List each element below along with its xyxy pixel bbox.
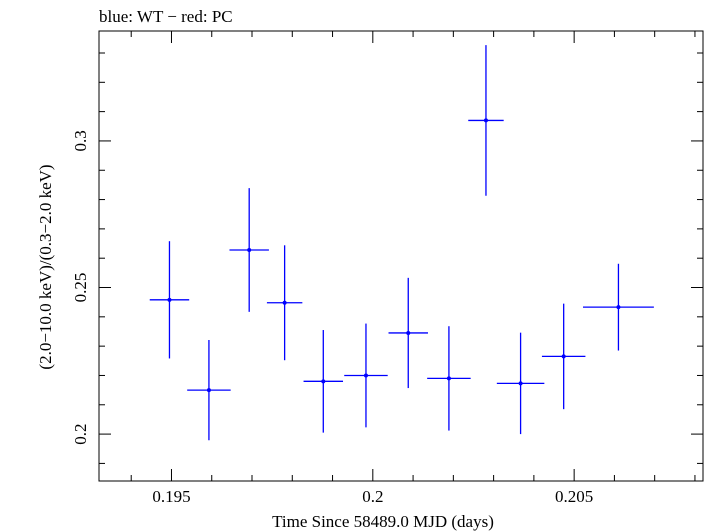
data-point: [229, 188, 269, 312]
y-tick-label: 0.3: [71, 130, 90, 151]
point-marker: [363, 373, 368, 378]
data-point: [149, 241, 190, 359]
point-marker: [167, 297, 172, 302]
data-point: [187, 339, 231, 441]
data-point: [266, 245, 303, 361]
y-axis-label: (2.0−10.0 keV)/(0.3−2.0 keV): [36, 164, 55, 369]
x-tick-label: 0.195: [152, 487, 190, 506]
data-point: [344, 323, 388, 428]
data-point: [468, 45, 504, 196]
point-marker: [561, 354, 566, 359]
point-marker: [446, 376, 451, 381]
plot-border: [98, 30, 704, 482]
point-marker: [247, 247, 252, 252]
x-tick-label: 0.205: [555, 487, 593, 506]
point-marker: [518, 381, 523, 386]
point-marker: [406, 330, 411, 335]
point-marker: [616, 305, 621, 310]
data-series: [149, 45, 654, 441]
y-tick-label: 0.25: [71, 273, 90, 303]
x-tick-label: 0.2: [362, 487, 383, 506]
chart-title: blue: WT − red: PC: [99, 7, 233, 26]
data-point: [496, 332, 545, 435]
y-tick-label: 0.2: [71, 423, 90, 444]
point-marker: [282, 300, 287, 305]
data-point: [303, 330, 344, 433]
point-marker: [483, 118, 488, 123]
axis-ticks: 0.195 0.2 0.205 0.2 0.25 0.3: [71, 31, 703, 506]
point-marker: [321, 379, 326, 384]
point-marker: [206, 388, 211, 393]
x-axis-label: Time Since 58489.0 MJD (days): [272, 512, 494, 531]
plot-frame: [98, 30, 704, 482]
data-point: [583, 263, 654, 351]
data-point: [427, 326, 471, 431]
data-point: [388, 277, 428, 389]
data-point: [541, 303, 586, 410]
